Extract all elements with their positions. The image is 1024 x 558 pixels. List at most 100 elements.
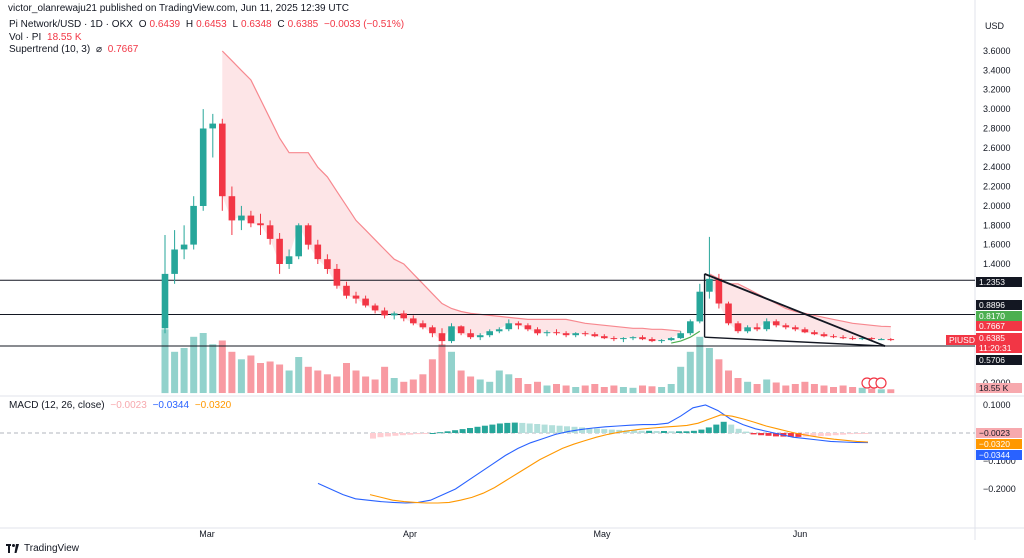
macd-histogram-bar	[758, 433, 765, 436]
supertrend-symbol: ⌀	[95, 44, 102, 55]
price-tick-label: 2.6000	[983, 143, 1011, 153]
event-marker-icon[interactable]	[875, 377, 887, 389]
price-tag-label: 0.8170	[979, 311, 1005, 321]
volume-bar	[199, 333, 207, 393]
macd-label: MACD (12, 26, close)	[9, 400, 105, 411]
candle-body	[581, 333, 589, 335]
volume-bar	[237, 359, 245, 394]
supertrend-upper-2-fill	[709, 273, 891, 340]
price-tag	[976, 333, 1022, 343]
supertrend-upper-fill	[222, 51, 681, 342]
macd-tick-label: 0.1000	[983, 400, 1011, 410]
candle-body	[887, 339, 895, 341]
supertrend-lower-line	[671, 330, 701, 344]
volume-bar	[830, 387, 837, 393]
candle-body	[486, 331, 493, 336]
volume-bar	[705, 348, 713, 393]
macd-histogram-bar	[810, 433, 817, 437]
candle-body	[639, 337, 646, 340]
macd-histogram-bar	[407, 433, 414, 435]
candle-body	[276, 238, 283, 264]
volume-bar	[791, 384, 799, 393]
candle-body	[505, 323, 513, 330]
macd-hist-value: −0.0023	[110, 400, 147, 411]
macd-histogram-bar	[496, 423, 503, 433]
volume-bar	[180, 348, 188, 393]
volume-bar	[218, 340, 226, 393]
candle-body	[792, 327, 799, 330]
macd-histogram-bar	[825, 433, 832, 436]
candle-body	[839, 337, 847, 339]
volume-bar	[629, 387, 637, 394]
candle-body	[811, 332, 818, 335]
price-tick-label: 2.2000	[983, 182, 1011, 192]
price-tag-label: 11:20:31	[979, 343, 1012, 353]
macd-histogram-bar	[474, 426, 481, 433]
candle-body	[868, 338, 875, 340]
volume-bar	[524, 384, 532, 393]
macd-histogram-bar	[773, 433, 779, 437]
macd-histogram-bar	[743, 431, 750, 433]
time-axis-label: Mar	[199, 529, 215, 539]
macd-histogram-bar	[534, 424, 541, 433]
high-label: H	[185, 19, 194, 30]
macd-histogram-bar	[728, 424, 735, 433]
volume-bar	[161, 329, 169, 394]
candle-body	[658, 340, 665, 342]
candle-body	[429, 327, 436, 334]
time-axis-label: May	[593, 529, 611, 539]
candle-body	[314, 244, 322, 260]
volume-legend: Vol · PI 18.55 K	[9, 32, 85, 43]
macd-histogram-bar	[481, 425, 488, 433]
candle-body	[629, 337, 637, 339]
tradingview-wordmark: TradingView	[24, 543, 80, 554]
macd-histogram-bar	[601, 429, 608, 433]
macd-histogram-bar	[847, 433, 854, 435]
candle-body	[448, 326, 455, 342]
candle-body	[410, 318, 417, 324]
macd-histogram-bar	[623, 430, 630, 433]
candle-body	[457, 326, 465, 334]
candle-body	[591, 334, 599, 337]
price-tag	[976, 343, 1022, 353]
volume-bar	[371, 379, 379, 393]
volume-bar	[419, 374, 427, 394]
macd-histogram-bar	[571, 426, 578, 433]
macd-histogram-bar	[459, 429, 466, 433]
price-tag	[976, 300, 1022, 310]
volume-bar	[505, 374, 513, 394]
volume-tag-label: 18.55 K	[979, 383, 1009, 393]
volume-bar	[276, 364, 284, 393]
volume-bar	[409, 379, 417, 393]
macd-histogram-bar	[840, 433, 847, 435]
volume-bar	[390, 378, 398, 393]
volume-bar	[247, 355, 255, 393]
macd-line-value: −0.0344	[152, 400, 190, 411]
price-tick-label: 3.6000	[983, 46, 1011, 56]
time-axis-label: Jun	[793, 529, 808, 539]
candle-body	[830, 336, 837, 338]
volume-bar	[639, 385, 646, 393]
candle-body	[476, 335, 484, 338]
candle-body	[238, 215, 245, 221]
volume-bar	[725, 370, 732, 393]
close-value: 0.6385	[287, 19, 319, 30]
macd-histogram-bar	[422, 433, 429, 434]
macd-histogram-bar	[653, 431, 660, 433]
price-chart[interactable]: USD 3.6000 3.4000 3.2000 3.0000 2.8000 2.6000…	[0, 0, 1024, 540]
price-tag	[976, 311, 1022, 321]
volume-bar	[572, 387, 580, 393]
volume-bar	[304, 366, 312, 394]
candle-body	[677, 333, 684, 339]
volume-label: Vol · PI	[9, 32, 42, 43]
macd-histogram-bar	[608, 429, 615, 433]
volume-bar	[782, 385, 790, 393]
volume-bar	[600, 387, 608, 393]
volume-bar	[343, 363, 350, 393]
price-tick-label: 1.4000	[983, 259, 1011, 269]
tradingview-logo[interactable]: TradingView	[6, 543, 79, 554]
volume-bar	[448, 351, 455, 394]
time-axis-label: Apr	[403, 529, 417, 539]
volume-bar	[801, 381, 809, 394]
candle-body	[734, 323, 742, 332]
